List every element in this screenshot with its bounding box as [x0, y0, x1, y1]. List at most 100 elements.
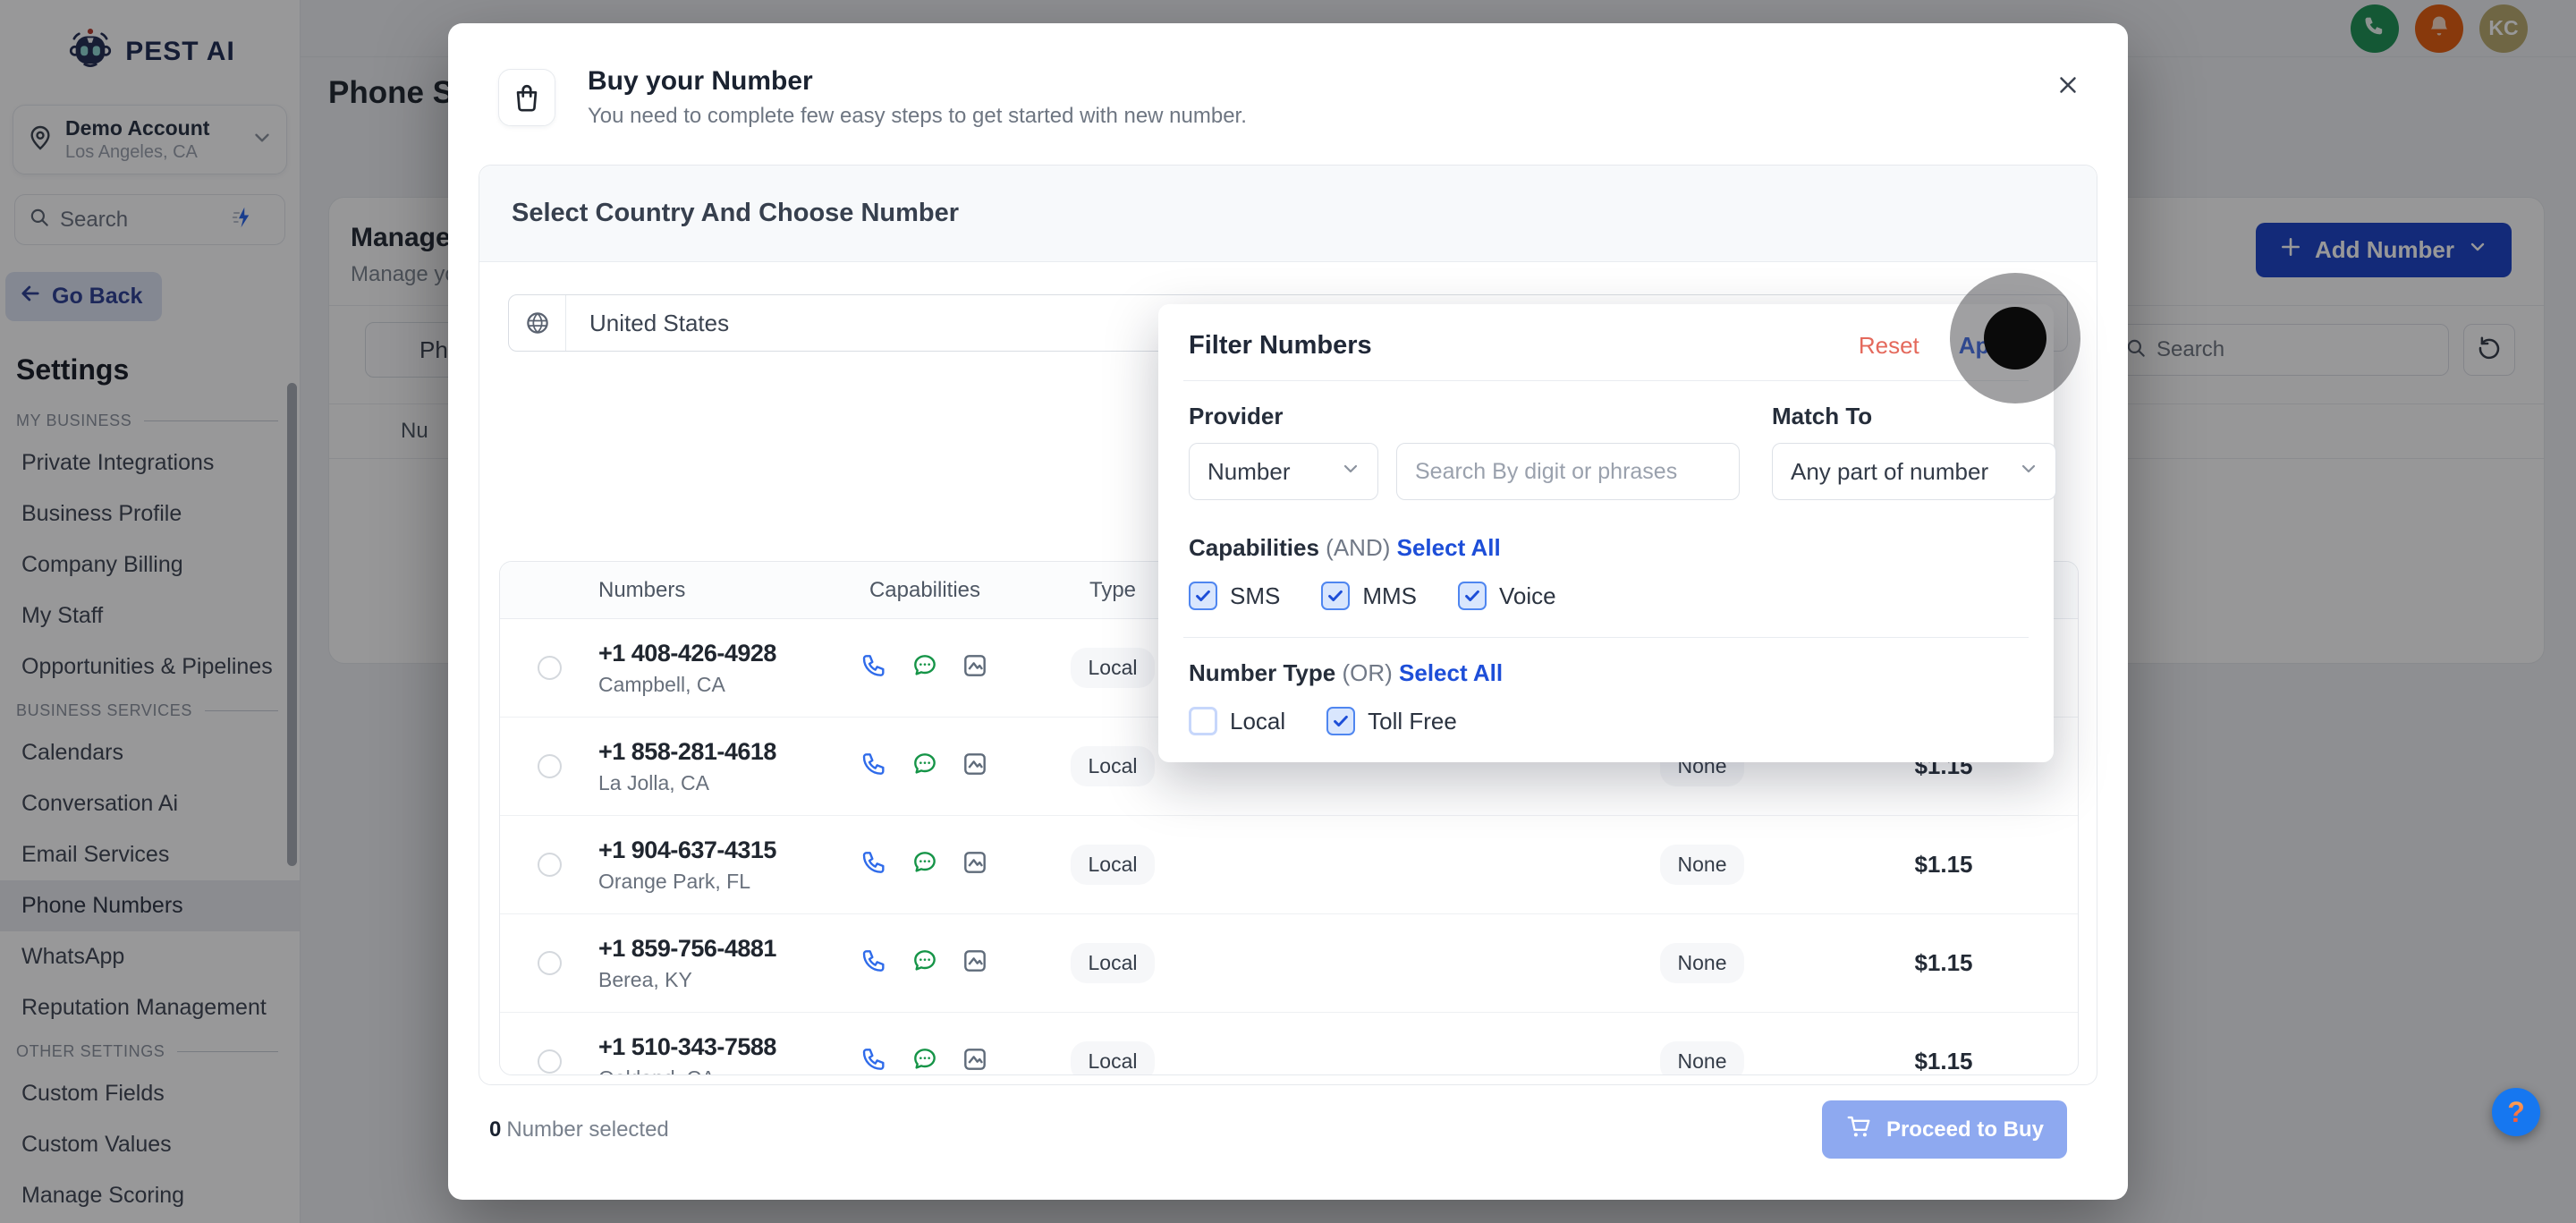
phone-icon: [860, 947, 889, 980]
refresh-button[interactable]: [2463, 324, 2515, 376]
phone-icon: [860, 1045, 889, 1075]
phone-city: Orange Park, FL: [598, 869, 751, 893]
account-location: Los Angeles, CA: [65, 142, 198, 162]
column-type: Type: [1089, 577, 1137, 602]
number-type-select-all-link[interactable]: Select All: [1399, 659, 1504, 686]
proceed-to-buy-button[interactable]: Proceed to Buy: [1821, 1100, 2067, 1159]
cursor-pointer: [1984, 307, 2046, 369]
chevron-down-icon: [1340, 458, 1361, 486]
sidebar-item-conversation-ai[interactable]: Conversation Ai: [21, 791, 179, 816]
notifications-button[interactable]: [2415, 4, 2463, 53]
provider-value: Number: [1208, 457, 1291, 485]
sidebar-item-email-services[interactable]: Email Services: [21, 842, 170, 867]
price: $1.15: [1914, 1048, 1973, 1074]
phone-icon: [860, 651, 889, 684]
account-switcher[interactable]: Demo Account Los Angeles, CA: [13, 105, 287, 174]
reset-link[interactable]: Reset: [1858, 332, 1919, 359]
address-requirement-badge: None: [1659, 845, 1745, 885]
help-button[interactable]: ?: [2492, 1088, 2540, 1136]
sidebar-item-company-billing[interactable]: Company Billing: [21, 552, 183, 577]
sidebar-item-reputation-management[interactable]: Reputation Management: [21, 995, 267, 1020]
checkbox-local[interactable]: Local: [1189, 707, 1285, 735]
add-number-button[interactable]: Add Number: [2256, 223, 2512, 277]
price: $1.15: [1914, 949, 1973, 976]
sidebar-item-opportunities-pipelines[interactable]: Opportunities & Pipelines: [21, 654, 273, 679]
sidebar-item-calendars[interactable]: Calendars: [21, 740, 123, 765]
select-number-radio[interactable]: [537, 853, 562, 877]
table-row[interactable]: +1 904-637-4315 Orange Park, FL Local No…: [500, 816, 2078, 914]
select-number-radio[interactable]: [537, 1049, 562, 1074]
close-icon[interactable]: [2055, 72, 2081, 98]
checkbox-icon: [1321, 582, 1351, 610]
card-subtitle: Manage yo: [351, 262, 457, 286]
message-icon: [911, 947, 939, 980]
checkbox-label: Local: [1230, 707, 1286, 735]
shopping-bag-icon: [498, 69, 555, 126]
dialer-button[interactable]: [2351, 4, 2399, 53]
phone-city: Berea, KY: [598, 967, 692, 991]
nav-section-my-business: MY BUSINESS: [0, 403, 300, 437]
column-numbers: Numbers: [598, 577, 686, 602]
sidebar-item-phone-numbers[interactable]: Phone Numbers: [0, 880, 300, 931]
select-number-radio[interactable]: [537, 951, 562, 975]
sidebar-item-my-staff[interactable]: My Staff: [21, 603, 104, 628]
sidebar-item-business-profile[interactable]: Business Profile: [21, 501, 182, 526]
sidebar-item-custom-values[interactable]: Custom Values: [21, 1132, 172, 1157]
go-back-label: Go Back: [52, 284, 143, 309]
nav-section-business-services: BUSINESS SERVICES: [0, 692, 300, 727]
settings-title: Settings: [16, 353, 130, 386]
sidebar-item-manage-scoring[interactable]: Manage Scoring: [21, 1183, 185, 1208]
back-arrow-icon: [18, 281, 43, 312]
numbers-search-input[interactable]: [2157, 337, 2407, 362]
checkbox-icon: [1326, 707, 1356, 735]
sidebar-item-whatsapp[interactable]: WhatsApp: [21, 944, 125, 969]
provider-label: Provider: [1189, 403, 1284, 429]
phone-number: +1 408-426-4928: [598, 639, 776, 667]
chevron-down-icon: [2018, 458, 2039, 486]
checkbox-icon: [1189, 707, 1217, 735]
sidebar-search[interactable]: [14, 194, 285, 245]
table-row[interactable]: +1 510-343-7588 Oakland, CA Local None $…: [500, 1013, 2078, 1075]
image-icon: [961, 651, 989, 684]
digit-search-input[interactable]: [1396, 443, 1740, 500]
checkbox-voice[interactable]: Voice: [1458, 582, 1556, 610]
checkbox-label: MMS: [1362, 582, 1418, 609]
brand-name: PEST AI: [125, 36, 235, 66]
select-number-radio[interactable]: [537, 656, 562, 680]
checkbox-label: Voice: [1499, 582, 1556, 609]
selected-count: 0 Number selected: [489, 1117, 669, 1142]
provider-select[interactable]: Number: [1189, 443, 1378, 500]
go-back-button[interactable]: Go Back: [5, 272, 163, 321]
column-capabilities: Capabilities: [869, 577, 981, 602]
phone-city: Campbell, CA: [598, 672, 725, 696]
checkbox-icon: [1458, 582, 1487, 610]
filter-title: Filter Numbers: [1189, 331, 1372, 360]
phone-number: +1 858-281-4618: [598, 737, 776, 765]
sidebar-item-private-integrations[interactable]: Private Integrations: [21, 450, 215, 475]
table-row[interactable]: +1 859-756-4881 Berea, KY Local None $1.…: [500, 914, 2078, 1013]
checkbox-sms[interactable]: SMS: [1189, 582, 1280, 610]
type-badge: Local: [1070, 746, 1156, 786]
capabilities-section-label: Capabilities (AND) Select All: [1189, 534, 1501, 561]
proceed-to-buy-label: Proceed to Buy: [1885, 1117, 2044, 1142]
bell-icon: [2427, 13, 2452, 43]
phone-number: +1 510-343-7588: [598, 1032, 776, 1060]
sidebar-search-input[interactable]: [60, 207, 221, 233]
match-to-select[interactable]: Any part of number: [1772, 443, 2056, 500]
phone-city: La Jolla, CA: [598, 770, 710, 794]
checkbox-toll-free[interactable]: Toll Free: [1326, 707, 1457, 735]
checkbox-label: SMS: [1230, 582, 1281, 609]
chevron-down-icon: [2467, 236, 2488, 264]
sidebar-scrollbar[interactable]: [287, 383, 297, 866]
sidebar-item-custom-fields[interactable]: Custom Fields: [21, 1081, 165, 1106]
quick-action-bolt-icon[interactable]: [230, 204, 257, 235]
user-avatar[interactable]: KC: [2479, 4, 2528, 53]
phone-number: +1 904-637-4315: [598, 836, 776, 863]
address-requirement-badge: None: [1659, 1041, 1745, 1074]
select-number-radio[interactable]: [537, 754, 562, 778]
plus-icon: [2279, 235, 2302, 265]
card-title: Manage: [351, 223, 451, 252]
checkbox-mms[interactable]: MMS: [1321, 582, 1417, 610]
numbers-search[interactable]: [2109, 324, 2449, 376]
capabilities-select-all-link[interactable]: Select All: [1396, 534, 1501, 561]
